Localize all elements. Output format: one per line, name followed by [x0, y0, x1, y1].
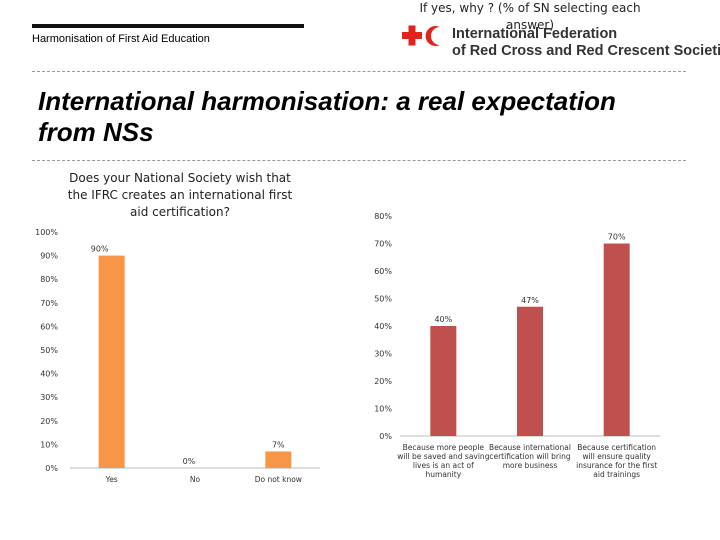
left-chart-title-line-3: aid certification? — [130, 205, 230, 219]
chart-2-ytick-label: 50% — [374, 295, 392, 304]
slide-title: International harmonisation: a real expe… — [38, 86, 698, 148]
logo-line-1: International Federation — [452, 26, 618, 42]
chart-1-ytick-label: 10% — [40, 440, 58, 449]
logo-text: International Federation of Red Cross an… — [452, 26, 720, 60]
chart-2-category-label: aid trainings — [593, 470, 640, 479]
right-chart-title-line-2: answer) — [505, 18, 555, 32]
chart-2-bar — [430, 326, 457, 436]
chart-1-ytick-label: 100% — [35, 228, 58, 237]
slide-title-line-2: from NSs — [38, 117, 154, 147]
chart-1-bar — [98, 255, 125, 468]
chart-2-ytick-label: 60% — [374, 267, 392, 276]
chart-2-category-label: Because more people — [403, 443, 485, 452]
chart-2-category-label: will ensure quality — [582, 452, 651, 461]
chart-2-data-label: 70% — [608, 233, 626, 242]
chart-2-bar — [517, 306, 543, 436]
chart-2-ytick-label: 10% — [374, 405, 392, 414]
left-chart-title: Does your National Society wish that the… — [60, 170, 300, 221]
right-chart-title: If yes, why ? (% of SN selecting each an… — [405, 0, 655, 34]
chart-1-ytick-label: 20% — [40, 417, 58, 426]
chart-1-ytick-label: 90% — [40, 252, 58, 261]
presentation-subtitle: Harmonisation of First Aid Education — [32, 33, 210, 45]
chart-2-category-label: more business — [503, 461, 558, 470]
chart-2-category-label: certification will bring — [489, 452, 570, 461]
chart-1-ytick-label: 80% — [40, 275, 58, 284]
chart-1-ytick-label: 30% — [40, 393, 58, 402]
left-chart-title-line-2: the IFRC creates an international first — [67, 188, 293, 202]
slide-title-line-1: International harmonisation: a real expe… — [38, 86, 616, 116]
chart-1-bar — [265, 451, 292, 468]
red-cross-crescent-icon — [402, 25, 440, 46]
right-chart-title-line-1: If yes, why ? (% of SN selecting each — [419, 1, 641, 15]
ifrc-logo: International Federation of Red Cross an… — [400, 24, 720, 64]
logo-line-2: of Red Cross and Red Crescent Societies — [452, 43, 720, 59]
divider-bottom — [32, 160, 686, 161]
chart-2-ytick-label: 30% — [374, 350, 392, 359]
chart-1-data-label: 7% — [272, 440, 285, 449]
chart-2-ytick-label: 40% — [374, 322, 392, 331]
chart-1-ytick-label: 40% — [40, 370, 58, 379]
chart-2-ytick-label: 20% — [374, 377, 392, 386]
chart-1-ytick-label: 70% — [40, 299, 58, 308]
chart-2-category-label: Because certification — [577, 443, 656, 452]
chart-2-category-label: Because international — [489, 443, 571, 452]
chart-2-category-label: humanity — [426, 470, 462, 479]
chart-1-ytick-label: 60% — [40, 322, 58, 331]
chart-2-ytick-label: 80% — [374, 212, 392, 221]
header-bar — [32, 24, 304, 28]
chart-2-bar — [603, 243, 630, 436]
chart-2-category-label: will be saved and saving — [397, 452, 490, 461]
chart-1-ytick-label: 0% — [45, 464, 58, 473]
chart-1-category-label: No — [190, 475, 201, 484]
left-chart-title-line-1: Does your National Society wish that — [69, 171, 291, 185]
chart-2-data-label: 47% — [521, 296, 539, 305]
chart-1-data-label: 90% — [91, 245, 109, 254]
chart-2-ytick-label: 0% — [379, 432, 392, 441]
chart-1-category-label: Yes — [105, 475, 118, 484]
chart-1-category-label: Do not know — [255, 475, 302, 484]
chart-2-ytick-label: 70% — [374, 240, 392, 249]
chart-1-ytick-label: 50% — [40, 346, 58, 355]
chart-2-category-label: lives is an act of — [413, 461, 474, 470]
chart-2-data-label: 40% — [434, 315, 452, 324]
chart-2-category-label: insurance for the first — [576, 461, 657, 470]
chart-1-data-label: 0% — [183, 457, 196, 466]
divider-top — [32, 71, 686, 72]
